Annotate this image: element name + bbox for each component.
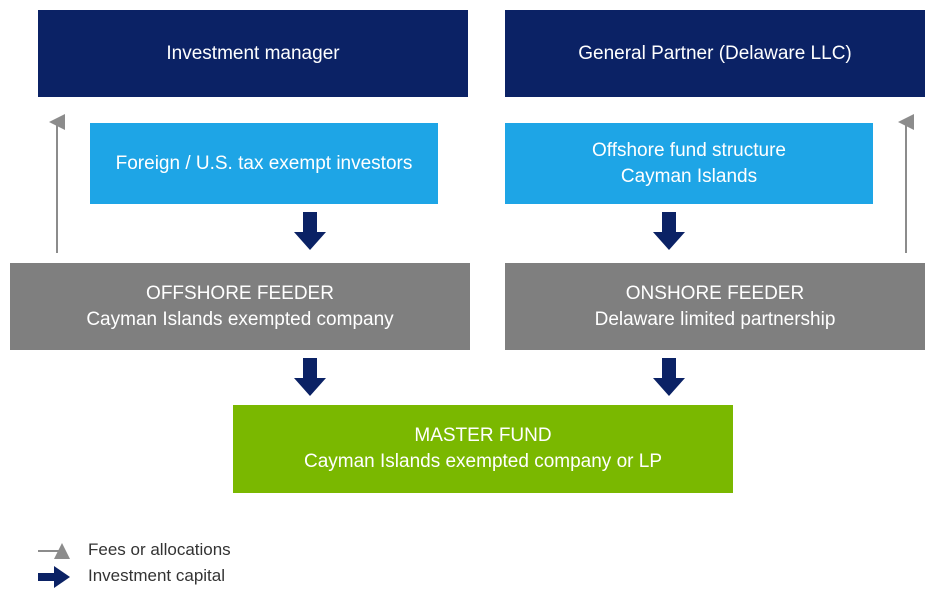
node-text: Delaware limited partnership — [594, 308, 836, 330]
node-text: Cayman Islands exempted company or LP — [303, 451, 662, 472]
legend-label: Fees or allocations — [88, 540, 231, 559]
capital-arrows — [294, 212, 685, 396]
node: Investment manager — [38, 10, 468, 97]
legend-capital-icon — [38, 566, 70, 588]
node-text: Offshore fund structure Cayman Islands — [592, 139, 786, 187]
node: ONSHORE FEEDER Delaware limited partnersh… — [505, 263, 925, 350]
node: Offshore fund structure Cayman Islands — [505, 123, 873, 204]
node: General Partner (Delaware LLC) — [505, 10, 925, 97]
node-text: Cayman Islands exempted company — [86, 308, 394, 330]
node: OFFSHORE FEEDER Cayman Islands exempted c… — [10, 263, 470, 350]
node-text: Foreign / U.S. tax exempt investors — [115, 152, 413, 174]
node-text: MASTER FUND — [414, 425, 552, 446]
node-text: OFFSHORE FEEDER — [146, 282, 334, 304]
legend-label: Investment capital — [88, 566, 226, 585]
node: Foreign / U.S. tax exempt investors — [90, 123, 438, 204]
node-text: Investment manager — [166, 42, 340, 64]
node-text: ONSHORE FEEDER — [625, 282, 805, 304]
node-text: General Partner (Delaware LLC) — [578, 42, 852, 64]
node: MASTER FUND Cayman Islands exempted compa… — [233, 405, 733, 493]
